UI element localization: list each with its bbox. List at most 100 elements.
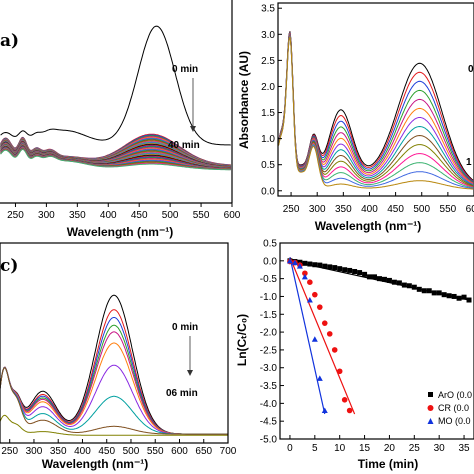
b-xtick-label: 350	[335, 204, 352, 215]
d-point-circle	[316, 304, 323, 310]
d-point-square	[342, 267, 348, 273]
panel-b: 250 300 350 400 450 500 550 600 0.0 0.5 1.0 1.5 2.0 2…	[237, 2, 474, 233]
d-ytick-label: -2.5	[260, 345, 278, 356]
d-point-triangle	[306, 297, 313, 303]
c-xtick-label: 650	[195, 446, 212, 457]
d-point-square	[456, 295, 462, 301]
b-annotation-start: 0	[468, 64, 474, 75]
d-point-square	[347, 267, 353, 273]
b-frame	[277, 2, 474, 197]
c-annotation-start: 0 min	[172, 322, 198, 333]
d-ytick-label: -1.5	[260, 310, 278, 321]
d-point-square	[367, 274, 373, 280]
d-point-triangle	[296, 263, 303, 269]
a-xtick-label: 300	[38, 210, 55, 221]
d-xtick-label: 0	[287, 443, 293, 454]
b-annotation-end: 1	[466, 157, 472, 168]
c-curve-4	[0, 331, 228, 435]
d-ytick-label: -3.0	[260, 363, 278, 374]
b-ticks: 250 300 350 400 450 500 550 600 0.0 0.5 1.0 1.5 2.0 2…	[261, 4, 474, 215]
d-y-label: Ln(Cₜ/C₀)	[235, 314, 249, 366]
d-point-square	[337, 266, 343, 272]
legend-cr-marker	[427, 405, 434, 411]
c-panel-label: c)	[0, 256, 18, 276]
d-ytick-label: -4.5	[260, 417, 278, 428]
d-xtick-label: 35	[458, 443, 470, 454]
d-ytick-label: -0.5	[260, 274, 278, 285]
legend-aro-label: ArO (0.0	[438, 390, 472, 400]
c-frame	[0, 242, 229, 444]
d-point-triangle	[286, 257, 293, 264]
d-ytick-label: -1.0	[260, 292, 278, 303]
d-point-circle	[302, 270, 308, 277]
d-point-square	[461, 294, 467, 300]
d-xtick-label: 25	[409, 443, 421, 454]
b-xtick-label: 500	[413, 204, 430, 215]
d-ytick-label: 0.5	[263, 239, 277, 250]
d-point-square	[372, 274, 378, 280]
b-ytick-label: 0.5	[261, 160, 275, 171]
b-ytick-label: 3.0	[261, 30, 275, 41]
b-ytick-label: 2.5	[261, 56, 275, 67]
legend-mo-marker	[427, 418, 434, 424]
d-point-square	[357, 270, 363, 276]
a-xtick-label: 400	[100, 210, 117, 221]
c-annotation-end: 06 min	[166, 388, 198, 399]
d-xtick-label: 30	[434, 443, 446, 454]
d-point-square	[386, 277, 392, 283]
d-xtick-label: 15	[359, 443, 371, 454]
a-xtick-label: 500	[162, 210, 179, 221]
d-point-circle	[331, 347, 338, 353]
d-point-square	[352, 269, 358, 275]
d-point-circle	[312, 291, 318, 298]
d-point-square	[426, 288, 432, 294]
d-point-triangle	[301, 273, 308, 280]
d-x-label: Time (min)	[358, 457, 418, 471]
c-xtick-label: 350	[50, 446, 67, 457]
d-ytick-label: 0.0	[263, 256, 277, 267]
b-ytick-label: 1.0	[261, 134, 275, 145]
b-curves	[278, 31, 474, 190]
d-ytick-label: -4.0	[260, 399, 278, 410]
b-x-label: Wavelength (nm⁻¹)	[315, 219, 422, 233]
c-xtick-label: 500	[123, 446, 140, 457]
legend-aro-marker	[428, 392, 433, 397]
a-annotation-end: 40 min	[168, 140, 200, 151]
d-point-square	[451, 293, 457, 299]
a-xtick-label: 450	[131, 210, 148, 221]
c-xtick-label: 250	[1, 446, 18, 457]
a-xtick-label: 550	[193, 210, 210, 221]
d-ytick-label: -5.0	[260, 435, 278, 446]
d-point-square	[466, 297, 472, 303]
a-xtick-label: 600	[224, 210, 241, 221]
d-point-triangle	[316, 375, 323, 381]
b-xtick-label: 600	[466, 204, 474, 215]
b-ytick-label: 1.5	[261, 108, 275, 119]
b-y-label: Absorbance (AU)	[237, 51, 251, 149]
c-x-ticks: 250 300 350 400 450 500 550 600 650 700	[1, 439, 237, 457]
b-curve-13	[278, 36, 474, 190]
d-point-square	[446, 293, 452, 299]
b-ytick-label: 0.0	[261, 186, 275, 197]
c-curve-8	[0, 367, 228, 435]
d-point-square	[302, 260, 308, 266]
a-panel-label: a)	[0, 31, 19, 51]
d-point-square	[416, 286, 422, 292]
d-point-square	[396, 280, 402, 286]
c-xtick-label: 700	[220, 446, 237, 457]
d-point-square	[312, 262, 318, 268]
d-xtick-label: 20	[384, 443, 396, 454]
a-xtick-label: 350	[69, 210, 86, 221]
a-x-ticks: 250 300 350 400 450 500 550 600	[7, 203, 241, 221]
b-xtick-label: 550	[440, 204, 457, 215]
panel-d: 0 5 10 15 20 25 30 35 0.5 0.0 -0.5 -1.0 -1.5 -2.0 -2.5…	[235, 239, 474, 471]
c-xtick-label: 300	[26, 446, 43, 457]
d-xtick-label: 5	[312, 443, 318, 454]
d-point-square	[362, 271, 368, 277]
c-x-label: Wavelength (nm⁻¹)	[42, 457, 149, 471]
b-xtick-label: 300	[309, 204, 326, 215]
c-xtick-label: 600	[171, 446, 188, 457]
d-ytick-label: -3.5	[260, 381, 278, 392]
d-fit-1	[289, 257, 356, 415]
